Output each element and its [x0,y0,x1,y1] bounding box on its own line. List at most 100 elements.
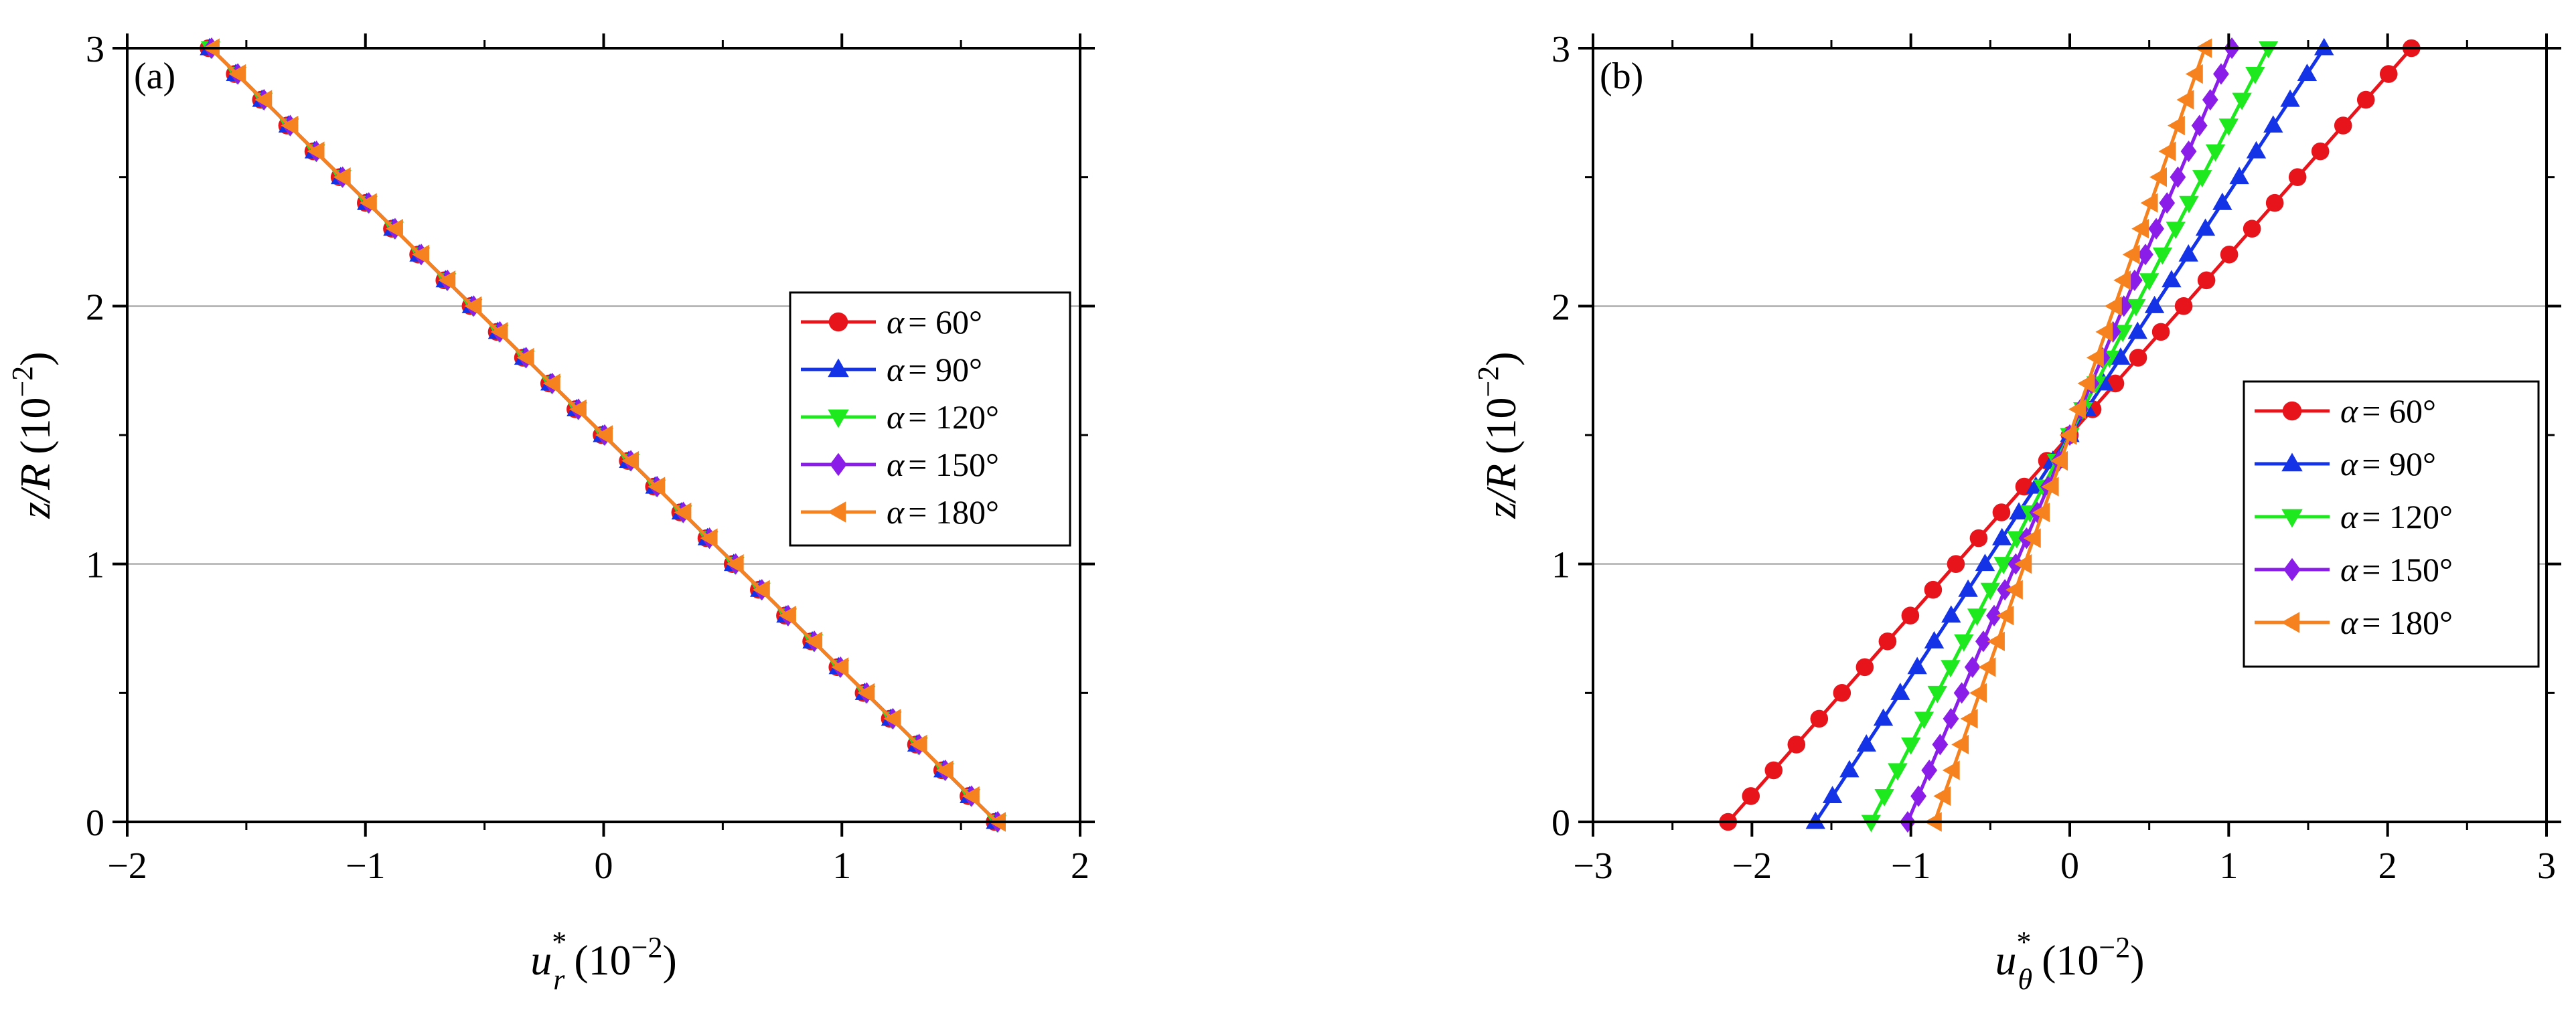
x-axis-subscript: r [553,963,565,996]
legend-value: = 120° [2362,498,2453,535]
data-point [2086,347,2104,368]
data-point [2162,270,2182,288]
data-point [752,580,770,600]
data-point [2245,67,2265,84]
data-point [2104,296,2122,317]
y-tick-label: 2 [86,286,104,328]
data-point [2014,554,2032,574]
data-point [1924,630,1945,649]
y-axis-scale-close: ) [1477,351,1525,365]
data-point [2144,295,2165,313]
y-tick-label: 3 [1551,29,1570,70]
data-point [412,244,430,264]
legend-item: α = 60° [2255,392,2436,430]
data-point [2139,273,2160,291]
data-point [648,477,666,497]
x-axis-scale-exponent: −2 [2099,931,2130,964]
data-point [2032,502,2050,523]
data-point [1960,709,1978,729]
data-point [2126,269,2143,291]
y-tick-label: 1 [1551,545,1570,586]
data-point [2191,114,2208,137]
data-point [2263,115,2283,133]
data-point [1924,580,1943,599]
data-point [1967,608,1987,626]
data-point [2159,192,2176,214]
data-point [2148,218,2165,240]
data-point [2059,425,2077,445]
data-point [2220,245,2239,264]
data-point [1861,815,1882,833]
data-point [2149,167,2167,187]
legend-item: α = 120° [801,398,999,436]
y-axis-symbol: z/R [11,464,59,519]
data-point [254,90,273,110]
x-tick-label: 1 [2219,845,2238,887]
data-point [2050,450,2068,471]
legend-marker [2283,558,2301,582]
data-point [359,193,377,213]
data-point [333,167,351,187]
data-point [2179,195,2199,214]
data-point [1978,657,1996,677]
data-point [2176,90,2194,110]
data-point [1951,734,1969,755]
x-tick-label: −1 [1891,845,1931,887]
legend-greek: α [2340,604,2359,641]
data-point [883,709,901,729]
x-tick-label: 1 [832,845,851,887]
legend-greek: α [887,398,905,436]
data-point [2232,92,2252,110]
data-point [1742,787,1760,805]
legend-marker [2281,509,2303,528]
data-point [1805,811,1825,829]
data-point [2314,37,2334,56]
data-point [2178,244,2198,262]
series-180-deg [1924,38,2212,832]
data-point [2152,247,2173,265]
data-point [1992,527,2012,545]
x-tick-label: −2 [1732,845,1772,887]
data-point [857,683,875,703]
data-point [779,606,796,626]
x-axis-scale-close: ) [662,936,676,984]
data-point [1873,708,1894,726]
data-point [1888,763,1908,781]
legend-item: α = 150° [801,446,999,483]
y-tick-label: 0 [86,802,104,844]
panel-label: (b) [1600,56,1643,97]
y-axis-scale: (10 [1477,398,1525,454]
data-point [2023,528,2041,548]
legend-item: α = 120° [2255,498,2453,535]
data-point [2111,347,2131,365]
x-axis-scale-exponent: −2 [631,931,663,964]
legend-greek: α [2340,551,2359,588]
y-axis-scale-exponent: −2 [1472,366,1505,398]
data-point [2379,65,2398,83]
x-tick-label: 2 [1071,845,1089,887]
legend-greek: α [887,351,905,388]
y-tick-label: 3 [86,29,104,70]
y-tick-label: 0 [1551,802,1570,844]
x-tick-label: −2 [107,845,147,887]
data-point [1810,709,1829,728]
legend-greek: α [2340,392,2359,430]
legend-value: = 90° [908,351,982,388]
data-point [1900,737,1921,755]
data-point [1927,685,1947,703]
legend-label: α = 180° [2340,604,2453,641]
data-point [2258,41,2279,59]
legend-item: α = 150° [2255,551,2453,588]
data-point [2197,271,2216,290]
y-axis-label: z/R (10−2) [6,351,59,519]
data-point [490,322,508,342]
data-point [1907,657,1927,675]
data-point [1878,632,1897,651]
data-point [438,270,456,290]
legend-marker [2282,401,2302,421]
legend-label: α = 90° [887,351,982,388]
data-point [2158,141,2176,161]
legend-label: α = 180° [887,493,999,531]
data-point [674,502,692,523]
